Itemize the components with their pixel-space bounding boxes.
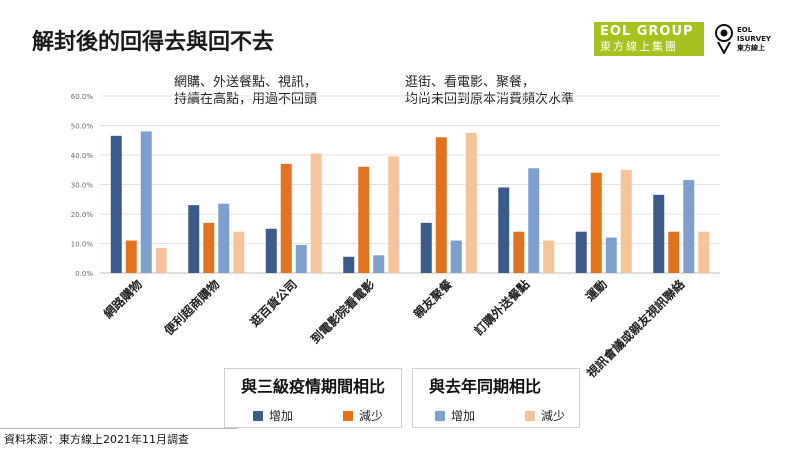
y-tick-label: 10.0%: [71, 241, 94, 249]
x-category-label: 網路購物: [100, 277, 145, 322]
bar-4-3: [465, 132, 477, 273]
legend-group2-title: 與去年同期相比: [429, 377, 542, 396]
eol-group-logo: EOL GROUP 東方線上集團: [594, 22, 704, 56]
eol-logo-line2: 東方線上集團: [600, 40, 678, 53]
x-category-label: 訂購外送餐點: [471, 277, 533, 339]
bar-6-2: [605, 237, 617, 273]
bar-0-1: [125, 240, 137, 273]
legend-swatch: [253, 410, 263, 421]
bar-7-3: [698, 231, 710, 273]
bar-0-0: [110, 135, 122, 273]
annotation-right-line1: 逛街、看電影、聚餐，: [405, 75, 536, 90]
bar-5-3: [543, 240, 555, 273]
legend-label: 增加: [269, 409, 294, 423]
eol-isurvey-logo: EOL ISURVEY 東方線上: [715, 22, 779, 56]
legend-swatch: [343, 410, 353, 421]
page-title: 解封後的回得去與回不去: [32, 30, 275, 55]
bar-2-1: [280, 163, 292, 273]
bar-5-2: [528, 168, 540, 273]
isurvey-line3: 東方線上: [737, 44, 765, 52]
legend-label: 增加: [451, 409, 476, 423]
bar-0-2: [140, 131, 152, 273]
bar-6-3: [620, 169, 632, 273]
y-tick-label: 50.0%: [71, 123, 94, 131]
source-note: 資料來源：東方線上2021年11月調查: [4, 433, 189, 446]
isurvey-eye-icon: [715, 24, 733, 54]
bar-0-3: [155, 247, 167, 273]
bar-3-0: [343, 256, 355, 273]
legend-item-g1-increase: 增加: [253, 407, 293, 424]
bar-2-0: [265, 228, 277, 273]
legend-group-three-level: 與三級疫情期間相比 增加 減少: [224, 368, 402, 428]
bar-3-1: [358, 166, 370, 273]
bar-1-1: [203, 222, 215, 273]
bar-5-1: [513, 231, 525, 273]
legend-group-last-year: 與去年同期相比 增加 減少: [412, 368, 580, 428]
isurvey-logo-text: EOL ISURVEY 東方線上: [737, 26, 771, 53]
x-category-label: 到電影院看電影: [307, 277, 377, 347]
x-category-label: 親友聚餐: [410, 276, 455, 321]
legend-item-g2-decrease: 減少: [525, 407, 565, 424]
isurvey-line1: EOL: [737, 26, 753, 34]
bar-6-0: [575, 231, 587, 273]
bar-6-1: [590, 172, 602, 273]
x-category-label: 便利超商購物: [161, 277, 223, 339]
y-tick-label: 40.0%: [71, 152, 94, 160]
legend-label: 減少: [359, 409, 384, 423]
legend-swatch: [435, 410, 445, 421]
legend-group1-title: 與三級疫情期間相比: [241, 377, 386, 396]
bar-2-2: [295, 244, 307, 273]
eol-logo-line1: EOL GROUP: [600, 24, 694, 39]
bar-7-1: [668, 231, 680, 273]
bar-5-0: [498, 187, 510, 273]
y-tick-label: 0.0%: [75, 270, 93, 278]
bar-7-2: [683, 180, 695, 273]
legend-label: 減少: [541, 409, 566, 423]
legend-swatch: [525, 410, 535, 421]
y-tick-label: 30.0%: [71, 182, 94, 190]
annotation-left-line1: 網購、外送餐點、視訊，: [174, 75, 318, 90]
bar-1-2: [218, 203, 230, 273]
bar-7-0: [653, 194, 665, 273]
legend-item-g1-decrease: 減少: [343, 407, 383, 424]
x-category-label: 運動: [582, 277, 610, 305]
legend-item-g2-increase: 增加: [435, 407, 475, 424]
isurvey-line2: ISURVEY: [737, 35, 771, 43]
y-tick-label: 20.0%: [71, 211, 94, 219]
bar-4-1: [435, 137, 447, 273]
x-category-label: 逛百貨公司: [247, 277, 300, 330]
bar-3-2: [373, 255, 385, 273]
y-tick-label: 60.0%: [71, 93, 94, 101]
bar-4-0: [420, 222, 432, 273]
bar-4-2: [450, 240, 462, 273]
bar-3-3: [388, 156, 400, 273]
bar-2-3: [310, 153, 322, 273]
bar-1-0: [188, 205, 200, 273]
bar-1-3: [233, 231, 245, 273]
source-divider: [0, 428, 238, 429]
